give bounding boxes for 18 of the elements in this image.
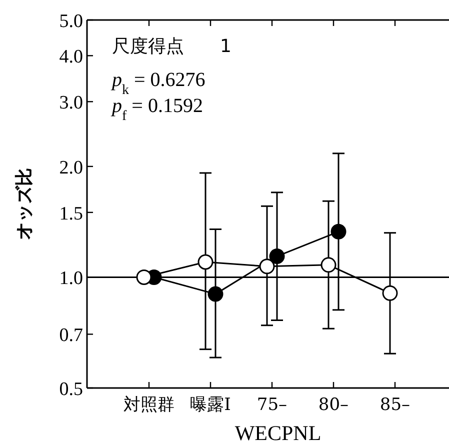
y-axis-title: オッズ比 (14, 168, 35, 240)
x-tick-label: 対照群 (124, 395, 174, 415)
x-tick-label: 80– (318, 395, 349, 415)
x-tick-label: 曝露I (190, 395, 231, 415)
y-tick-label: 0.5 (59, 379, 83, 400)
y-tick-label: 1.5 (59, 203, 83, 224)
x-tick-label: 75– (256, 395, 288, 415)
y-tick-label: 0.7 (59, 325, 83, 346)
y-tick-label: 3.0 (59, 92, 83, 114)
annotation: p$_{f}$ = 0.1592 (110, 95, 203, 124)
y-tick-label: 4.0 (59, 46, 83, 68)
annotation: 尺度得点 1 (112, 36, 232, 57)
y-tick-label: 5.0 (59, 11, 83, 32)
x-axis-title: WECPNL (234, 421, 322, 445)
y-tick-label: 2.0 (59, 157, 83, 178)
annotation: p$_{k}$ = 0.6276 (110, 69, 206, 98)
y-tick-label: 1.0 (59, 268, 83, 290)
x-tick-label: 85– (380, 395, 410, 415)
